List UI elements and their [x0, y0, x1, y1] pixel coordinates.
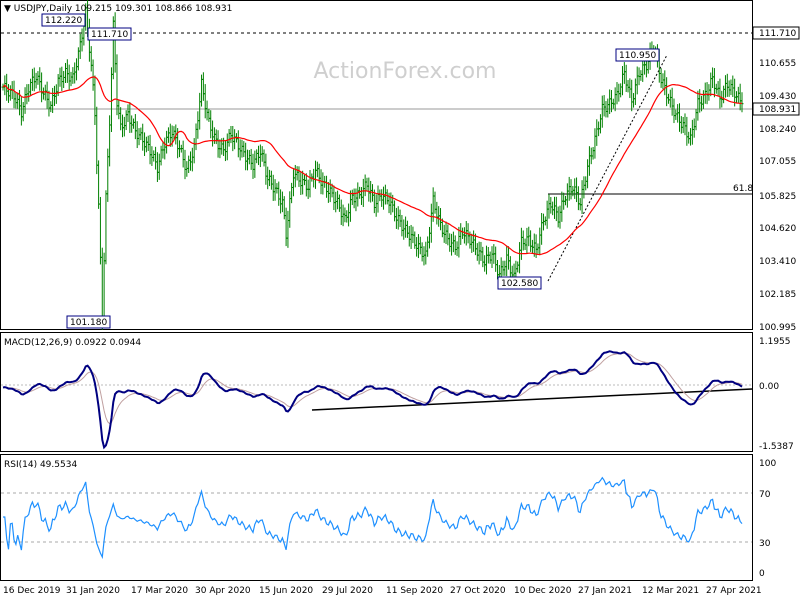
fib-label: 61.8 — [733, 184, 753, 194]
annotation-102580: 102.580 — [497, 276, 542, 290]
x-tick-label: 27 Oct 2020 — [450, 586, 506, 596]
annotation-101180: 101.180 — [66, 315, 111, 329]
svg-text:112.220: 112.220 — [45, 16, 82, 26]
sma-group — [2, 76, 743, 256]
y-tick-label: 70 — [759, 490, 771, 500]
watermark: ActionForex.com — [314, 59, 497, 84]
macd-panel-frame — [0, 332, 753, 452]
rsi-header: RSI(14) 49.5534 — [4, 460, 77, 470]
macd-trend-line — [311, 388, 753, 411]
x-tick-label: 30 Apr 2020 — [195, 586, 251, 596]
resistance-tag — [752, 26, 800, 40]
price-header: ▼ USDJPY,Daily 109.215 109.301 108.866 1… — [4, 4, 232, 14]
y-tick-label: 110.655 — [759, 59, 796, 69]
x-tick-label: 27 Apr 2021 — [706, 586, 762, 596]
x-tick-label: 11 Sep 2020 — [386, 586, 443, 596]
y-tick-label: 107.055 — [759, 157, 796, 167]
y-tick-label: 100 — [759, 459, 776, 469]
annotation-110950: 110.950 — [615, 48, 660, 62]
y-tick-label: 103.410 — [759, 257, 796, 267]
y-tick-label: 1.1955 — [759, 337, 791, 347]
x-tick-label: 12 Mar 2021 — [642, 586, 699, 596]
x-tick-label: 27 Jan 2021 — [578, 586, 632, 596]
last-price-tag — [752, 102, 800, 116]
y-tick-label: 0 — [759, 569, 765, 579]
annotation-112220: 112.220 — [41, 13, 86, 27]
svg-text:102.580: 102.580 — [501, 279, 538, 289]
macd-line — [2, 350, 743, 450]
rsi-line — [3, 476, 743, 560]
collapse-triangle-icon[interactable]: ▼ — [4, 4, 11, 14]
svg-text:101.180: 101.180 — [70, 318, 107, 328]
y-tick-label: 104.620 — [759, 224, 796, 234]
date-axis: 16 Dec 2019 31 Jan 2020 17 Mar 2020 30 A… — [3, 586, 762, 596]
x-tick-label: 10 Dec 2020 — [514, 586, 572, 596]
x-tick-label: 16 Dec 2019 — [3, 586, 61, 596]
sma-line — [2, 76, 743, 256]
rsi-group — [3, 476, 743, 560]
svg-text:111.710: 111.710 — [91, 30, 128, 40]
macd-header: MACD(12,26,9) 0.0922 0.0944 — [4, 338, 141, 348]
x-tick-label: 29 Jul 2020 — [322, 586, 373, 596]
x-tick-label: 31 Jan 2020 — [66, 586, 120, 596]
x-tick-label: 15 Jun 2020 — [259, 586, 313, 596]
rsi-panel-frame — [0, 454, 753, 581]
rsi-axis: 100 70 30 0 — [759, 459, 776, 579]
y-tick-label: 108.931 — [759, 105, 796, 115]
y-tick-label: 0.00 — [759, 382, 779, 392]
annotation-111710: 111.710 — [87, 27, 132, 41]
y-tick-label: 109.430 — [759, 92, 796, 102]
y-tick-label: 105.825 — [759, 192, 796, 202]
price-axis: 111.710 110.655 109.430 108.931 108.240 … — [752, 26, 800, 333]
y-tick-label: 102.185 — [759, 290, 796, 300]
macd-axis: 1.1955 0.00 -1.5387 — [759, 337, 794, 452]
svg-text:110.950: 110.950 — [619, 51, 656, 61]
ohlc-bar — [740, 92, 744, 113]
x-tick-label: 17 Mar 2020 — [131, 586, 188, 596]
macd-group — [2, 350, 743, 450]
y-tick-label: 30 — [759, 539, 771, 549]
y-tick-label: 100.995 — [759, 323, 796, 333]
y-tick-label: -1.5387 — [759, 442, 794, 452]
y-tick-label: 108.240 — [759, 125, 796, 135]
y-tick-label: 111.710 — [759, 29, 796, 39]
fib-trend-line — [547, 54, 668, 282]
